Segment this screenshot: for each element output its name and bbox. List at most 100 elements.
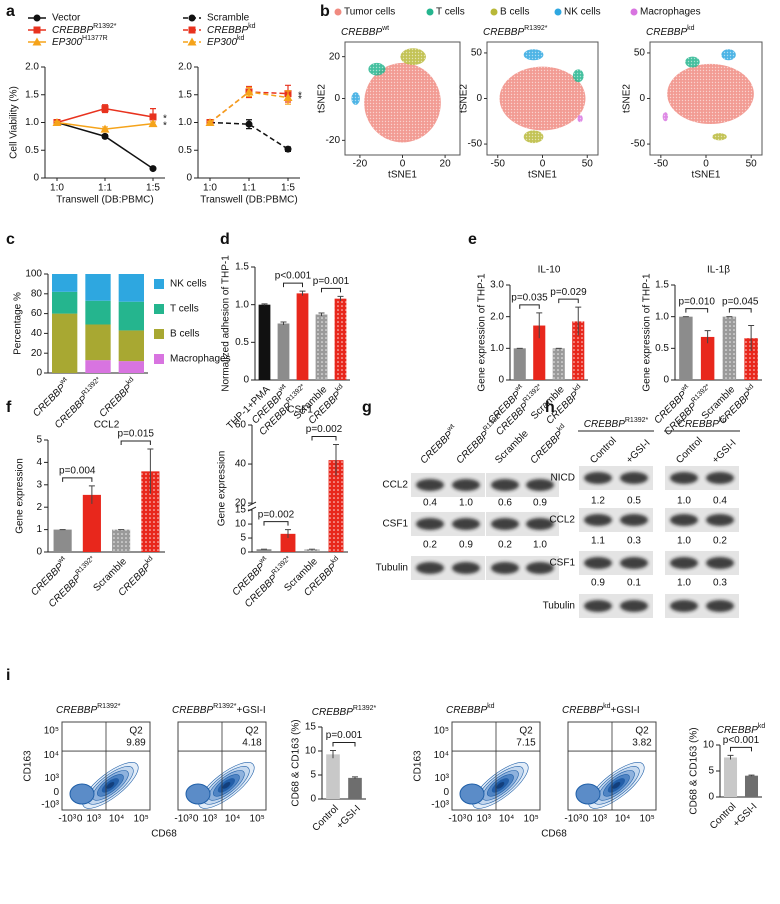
bar-segment (85, 360, 111, 373)
flow-title: CREBBPR1392*+GSI-I (172, 703, 266, 715)
bar-texture (112, 529, 131, 552)
label-superscript: kd (572, 383, 582, 393)
gate-name: Q2 (519, 726, 533, 737)
point (187, 37, 197, 46)
legend-label: Vector (52, 13, 81, 24)
band-quantification: 1.0 (677, 536, 691, 547)
y-tick-label: 0 (663, 375, 669, 386)
error-bar (748, 774, 755, 777)
label-superscript: wt (446, 423, 457, 434)
y-tick-label: 0 (498, 375, 504, 386)
x-tick-label: 50 (582, 159, 594, 170)
density-contour (221, 781, 231, 790)
comparison-bracket (685, 308, 709, 313)
legend-label: B cells (170, 329, 199, 340)
blot-band (491, 518, 519, 530)
bar-segment (85, 324, 111, 361)
x-tick-label: 1:0 (203, 183, 217, 194)
y-axis-label: Gene expression of THP-1 (477, 273, 488, 392)
blot-row-label: Tubulin (376, 563, 408, 574)
bar (280, 533, 296, 552)
label-superscript: R1392* (75, 555, 97, 577)
x-tick-label: -10³ (448, 814, 466, 825)
blot-band (584, 514, 612, 526)
bar (258, 304, 271, 380)
x-tick-label: 10⁴ (225, 814, 240, 825)
label-base: CREBBP (52, 25, 93, 36)
legend-dot (426, 8, 434, 16)
bar (513, 348, 526, 380)
legend-swatch (154, 304, 164, 314)
x-tick-label: 0 (467, 814, 473, 825)
bar (277, 323, 290, 380)
p-value: p<0.001 (275, 271, 312, 282)
blot-band (416, 479, 444, 491)
lane-label: Control (588, 435, 619, 466)
label-superscript: kd (487, 703, 495, 710)
p-value: p=0.015 (118, 429, 155, 440)
comparison-bracket (321, 287, 341, 293)
bar-texture (744, 338, 758, 380)
x-axis-label: tSNE1 (528, 170, 557, 181)
y-axis-label: Cell Viability (%) (9, 86, 20, 159)
label-superscript: wt (58, 376, 69, 387)
plot-title: CREBBPkd (646, 25, 695, 37)
legend-label: EP300H1377R (52, 35, 108, 47)
x-tick-label: 50 (746, 159, 758, 170)
error-bar (330, 750, 336, 759)
panel-letter: g (362, 399, 372, 416)
p-value: p=0.002 (258, 509, 295, 520)
y-tick-label: 0 (708, 792, 714, 803)
blot-band (526, 562, 554, 574)
x-tick-label: -10³ (58, 814, 76, 825)
y-tick-label: 60 (31, 308, 43, 319)
blot-band (416, 562, 444, 574)
point (148, 119, 158, 128)
x-axis-label: Transwell (DB:PBMC) (56, 195, 153, 206)
error-bar (352, 776, 358, 779)
band-quantification: 0.9 (533, 498, 547, 509)
x-tick-label: Control (310, 803, 341, 834)
bar-texture (722, 316, 737, 380)
x-tick-label: CREBBPkd (96, 376, 139, 419)
density-contour (185, 783, 211, 805)
bar (533, 325, 546, 380)
label-base: CREBBP (172, 705, 213, 716)
blot-row-label: CSF1 (382, 519, 408, 530)
blot-row-label: CCL2 (549, 515, 575, 526)
band-quantification: 0.9 (459, 540, 473, 551)
y-axis-label: CD68 & CD163 (%) (689, 727, 700, 814)
label-superscript: kd (237, 35, 245, 42)
band-quantification: 1.2 (591, 496, 605, 507)
bar-texture (141, 471, 160, 552)
y-tick-label: 5 (240, 533, 246, 544)
label-base: CREBBP (454, 429, 491, 466)
x-tick-label: 1:0 (50, 183, 64, 194)
y-tick-label: 3.0 (490, 280, 504, 291)
label-superscript: R1392* (524, 25, 548, 32)
legend-label: NK cells (564, 7, 601, 18)
y-tick-label: 15 (305, 722, 317, 733)
blot-g: CREBBPwtCREBBPR1392*ScrambleCREBBPkdCCL2… (376, 412, 567, 580)
panel-letter: h (545, 399, 555, 416)
blot-band (706, 514, 734, 526)
cluster-texture (712, 133, 727, 141)
y-tick-label: 60 (235, 420, 247, 431)
x-tick-label: 10³ (476, 814, 491, 825)
label-base: CREBBP (312, 707, 353, 718)
x-tick-label: 1:5 (281, 183, 295, 194)
legend-label: T cells (170, 304, 199, 315)
label-superscript: R1392* (690, 383, 712, 405)
bar-texture (315, 314, 328, 380)
cluster-texture (721, 49, 736, 61)
error-bar (536, 312, 543, 339)
label-base: CREBBP (418, 429, 455, 466)
bar (82, 494, 101, 552)
bar (348, 777, 362, 799)
error-bar (727, 754, 734, 760)
x-axis-label: CD68 (151, 829, 177, 840)
bar (326, 754, 340, 799)
